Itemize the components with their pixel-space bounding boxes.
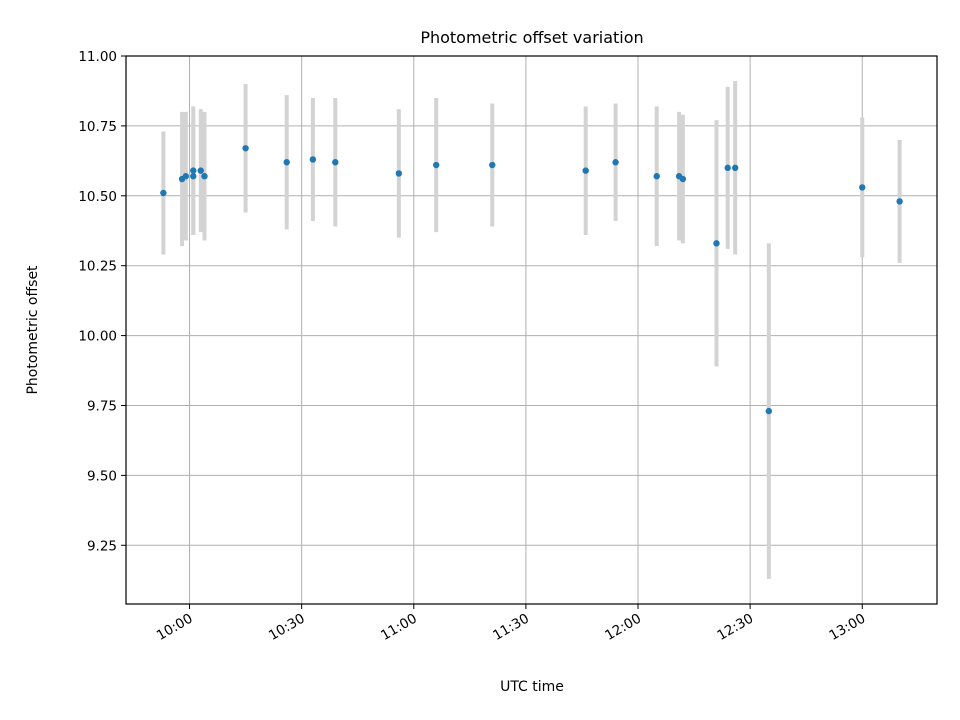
y-tick-label: 10.75 xyxy=(78,119,117,135)
data-point xyxy=(724,164,731,172)
data-point xyxy=(395,170,403,177)
chart-title: Photometric offset variation xyxy=(420,28,643,47)
plot-frame xyxy=(125,55,938,605)
data-point xyxy=(190,167,197,174)
y-tick-label: 10.50 xyxy=(78,189,117,205)
y-tick-label: 10.00 xyxy=(78,329,117,345)
data-point xyxy=(679,175,687,183)
y-tick-label: 9.50 xyxy=(87,468,117,484)
data-point xyxy=(432,161,440,169)
data-point xyxy=(731,164,739,172)
data-point xyxy=(582,167,589,174)
data-point xyxy=(332,159,339,166)
data-points xyxy=(160,145,903,415)
data-point xyxy=(242,145,249,152)
data-point xyxy=(489,161,496,169)
data-point xyxy=(201,173,208,180)
y-axis-ticks: 9.25 9.50 9.75 10.00 10.25 10.50 10.75 11.00 xyxy=(78,49,126,554)
y-tick-label: 9.75 xyxy=(87,398,117,414)
y-tick-label: 10.25 xyxy=(78,259,117,275)
grid xyxy=(126,55,937,604)
data-point xyxy=(653,173,660,180)
data-point xyxy=(765,407,773,415)
y-tick-label: 9.25 xyxy=(87,538,117,554)
data-point xyxy=(283,159,290,166)
data-point xyxy=(713,240,720,247)
data-point xyxy=(182,173,189,180)
data-point xyxy=(309,156,317,163)
data-point xyxy=(612,159,619,166)
data-point xyxy=(859,184,866,191)
y-axis-label: Photometric offset xyxy=(25,265,41,395)
data-point xyxy=(160,189,167,197)
data-point xyxy=(190,173,197,180)
data-point xyxy=(197,167,204,174)
data-point xyxy=(896,198,903,205)
y-tick-label: 11.00 xyxy=(78,49,117,65)
x-axis-label: UTC time xyxy=(500,679,564,695)
